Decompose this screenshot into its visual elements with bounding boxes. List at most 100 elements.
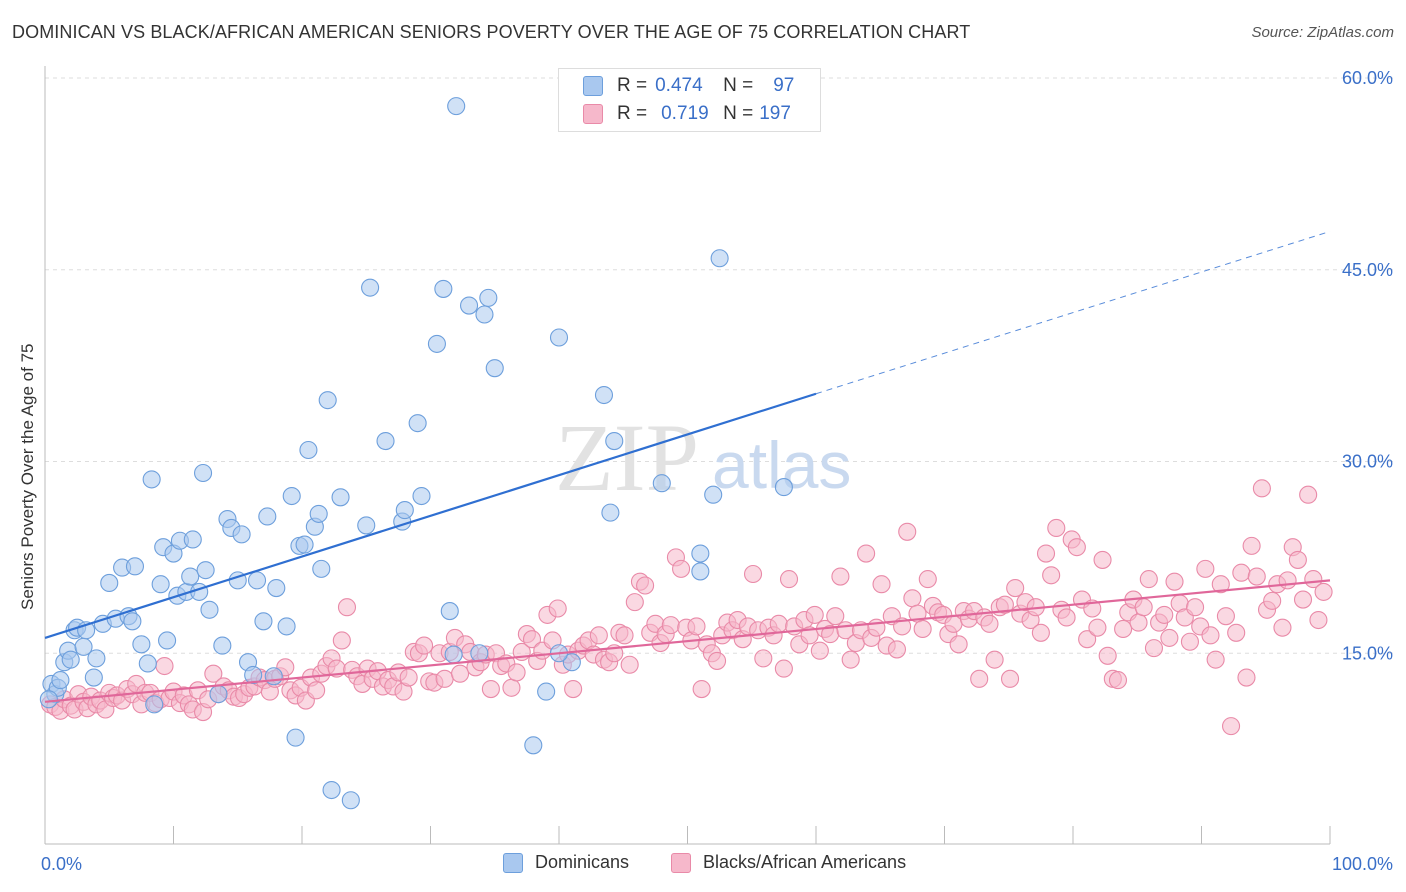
- black-african-american-point: [1134, 598, 1153, 617]
- dominican-point: [295, 535, 314, 554]
- black-african-american-point: [1088, 618, 1107, 637]
- black-african-american-point: [872, 575, 891, 594]
- legend-row-blacks: R = 0.719 N = 197: [583, 102, 791, 126]
- black-african-american-point: [564, 679, 583, 699]
- dominican-point: [299, 440, 318, 460]
- x-tick-labels: 0.0% 100.0%: [41, 854, 1393, 874]
- legend-n-label: N =: [723, 103, 754, 124]
- black-african-american-point: [1057, 608, 1076, 627]
- dominican-point: [710, 249, 729, 268]
- black-african-american-point: [337, 598, 357, 617]
- dominican-point: [258, 507, 277, 526]
- legend-item-blacks-african-americans[interactable]: Blacks/African Americans: [671, 852, 906, 873]
- black-african-american-point: [522, 630, 542, 649]
- black-african-american-point: [769, 614, 788, 633]
- black-african-american-point: [1108, 671, 1128, 690]
- dominican-point: [183, 530, 202, 549]
- dominican-point: [264, 667, 283, 686]
- black-african-american-point: [949, 635, 968, 654]
- dominican-point: [691, 544, 710, 563]
- black-african-american-point: [831, 567, 850, 586]
- black-african-american-point: [743, 564, 763, 584]
- black-african-american-point: [1206, 650, 1225, 669]
- dominican-point: [181, 567, 200, 586]
- black-african-american-point: [615, 626, 634, 645]
- black-african-american-point: [774, 659, 793, 678]
- black-african-american-point: [307, 681, 326, 700]
- black-african-american-point: [661, 616, 680, 635]
- legend-swatch-blue: [503, 852, 523, 873]
- dominican-point: [479, 288, 498, 307]
- dominican-point: [125, 557, 144, 576]
- black-african-american-point: [1293, 590, 1313, 609]
- y-tick-label: 45.0%: [1342, 260, 1393, 280]
- dominican-point: [123, 612, 142, 631]
- black-african-american-point: [1252, 479, 1271, 498]
- black-african-american-point: [451, 664, 470, 683]
- black-african-american-point: [1031, 623, 1050, 642]
- black-african-american-point: [507, 663, 526, 682]
- black-african-american-point: [970, 669, 989, 688]
- black-african-american-point: [1180, 632, 1199, 651]
- dominicans-trend-line: [44, 392, 817, 639]
- black-african-american-point: [1196, 559, 1215, 578]
- dominican-point: [196, 561, 215, 580]
- black-african-american-point: [620, 655, 639, 674]
- black-african-american-point: [898, 522, 917, 541]
- dominican-point: [459, 296, 479, 315]
- black-african-american-point: [1299, 485, 1318, 504]
- black-african-american-point: [672, 559, 691, 578]
- dominican-point: [254, 612, 273, 631]
- black-african-american-point: [918, 570, 937, 589]
- black-african-american-point: [687, 617, 706, 636]
- dominican-point: [138, 654, 157, 673]
- black-african-american-point: [1067, 538, 1086, 557]
- black-african-american-point: [1155, 605, 1174, 624]
- legend-n-value: 97: [773, 75, 795, 96]
- black-african-american-point: [155, 656, 174, 676]
- black-african-american-point: [1222, 717, 1241, 736]
- black-african-american-point: [754, 649, 773, 668]
- black-african-american-point: [1247, 567, 1266, 586]
- black-african-american-point: [1098, 646, 1117, 665]
- dominican-point: [549, 328, 569, 347]
- dominican-point: [151, 575, 170, 594]
- dominican-point: [652, 474, 671, 493]
- black-african-american-point: [779, 570, 799, 589]
- dominican-point: [774, 478, 793, 497]
- legend-item-dominicans[interactable]: Dominicans: [503, 852, 629, 873]
- y-tick-label: 15.0%: [1342, 643, 1393, 663]
- black-african-american-point: [625, 593, 644, 612]
- dominican-point: [447, 97, 466, 116]
- dominican-point: [244, 665, 263, 685]
- dominican-point: [605, 431, 624, 451]
- dominican-point: [704, 485, 723, 504]
- black-african-american-point: [826, 607, 845, 626]
- black-african-american-point: [415, 636, 434, 655]
- black-african-american-point: [332, 631, 351, 650]
- dominican-point: [485, 359, 504, 378]
- legend-n-value: 197: [759, 103, 791, 124]
- dominican-point: [357, 516, 376, 535]
- watermark-zip: ZIP: [555, 404, 699, 511]
- black-african-american-point: [1227, 623, 1246, 642]
- black-african-american-point: [887, 640, 907, 659]
- dominican-point: [594, 385, 614, 405]
- dominican-point: [277, 617, 296, 636]
- dominican-point: [562, 653, 581, 672]
- dominican-point: [322, 780, 341, 800]
- source-note: Source: ZipAtlas.com: [1251, 24, 1394, 41]
- black-african-american-point: [1006, 579, 1025, 598]
- black-african-american-point: [913, 619, 932, 639]
- dominican-point: [376, 431, 395, 451]
- black-african-american-point: [800, 626, 819, 645]
- dominican-point: [475, 305, 494, 324]
- dominican-point: [286, 728, 305, 747]
- dominican-point: [84, 668, 103, 687]
- black-african-american-point: [1242, 536, 1261, 555]
- black-african-american-point: [399, 668, 418, 687]
- legend-swatch-pink: [671, 852, 691, 873]
- gridlines: [45, 77, 1394, 654]
- dominican-point: [537, 682, 556, 701]
